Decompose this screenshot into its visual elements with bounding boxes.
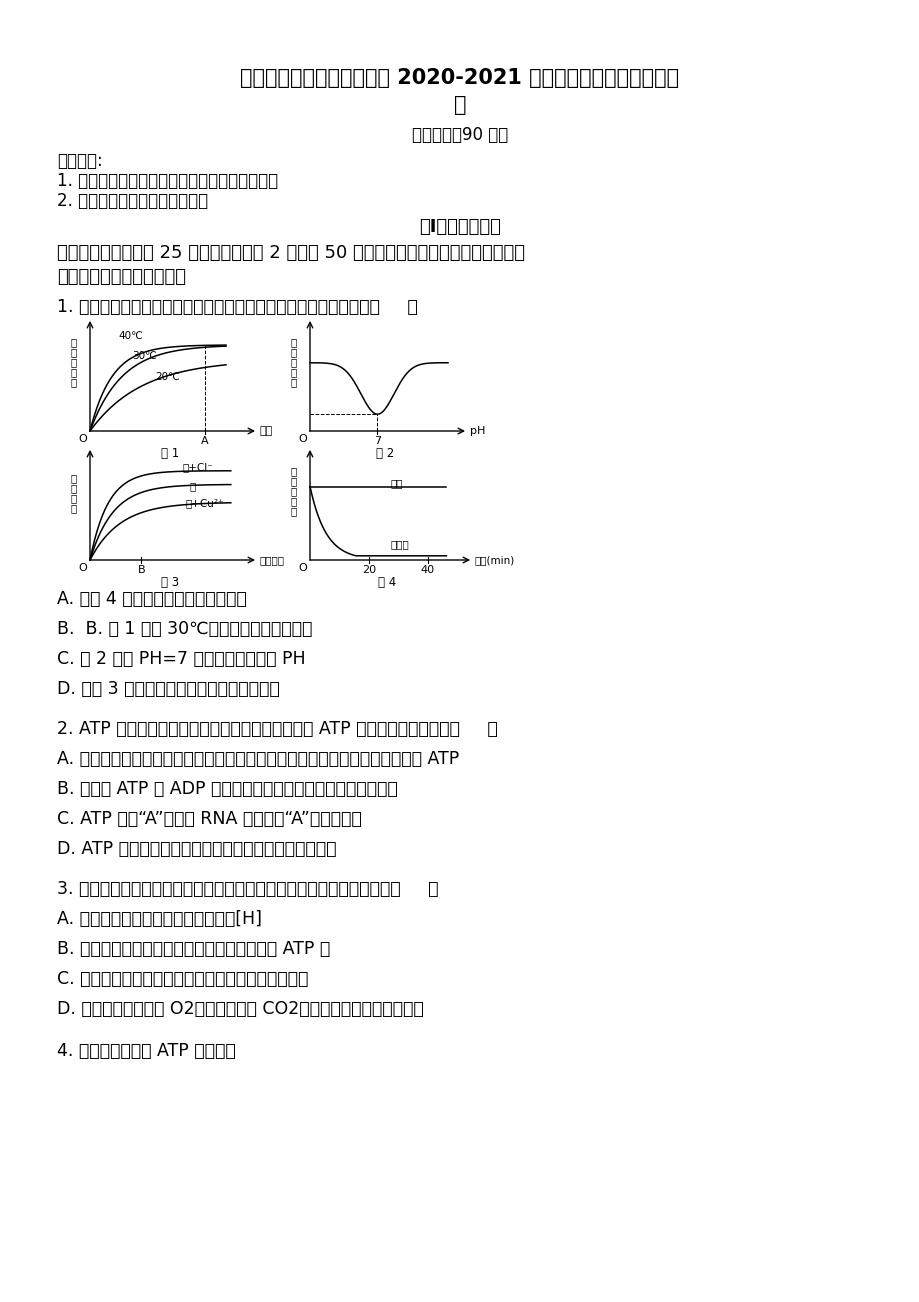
Text: A. 细胞有氧呼吸和无氧呼吸都可产生[H]: A. 细胞有氧呼吸和无氧呼吸都可产生[H] bbox=[57, 910, 262, 928]
Text: B. 细胞呼吸作用释放的能量只有一部分储存在 ATP 中: B. 细胞呼吸作用释放的能量只有一部分储存在 ATP 中 bbox=[57, 940, 330, 958]
Text: 一、选择题：本题共 25 个小题，每小题 2 分。共 50 分，在每小题给出的四个选项中，只: 一、选择题：本题共 25 个小题，每小题 2 分。共 50 分，在每小题给出的四… bbox=[57, 243, 525, 262]
Text: 2. ATP 在生命活动中发挥着重要的作用，下列有关 ATP 的叙述，不正确的是（     ）: 2. ATP 在生命活动中发挥着重要的作用，下列有关 ATP 的叙述，不正确的是… bbox=[57, 720, 497, 738]
Text: 成: 成 bbox=[71, 346, 77, 357]
Text: 物: 物 bbox=[290, 475, 297, 486]
Text: B: B bbox=[137, 565, 145, 575]
Text: 4. 细胞中不能合成 ATP 的部位是: 4. 细胞中不能合成 ATP 的部位是 bbox=[57, 1042, 235, 1060]
Text: A. 由图 4 实验结果可知酶具有专一性: A. 由图 4 实验结果可知酶具有专一性 bbox=[57, 590, 246, 608]
Text: 图 1: 图 1 bbox=[161, 447, 179, 460]
Text: 麦芽糖: 麦芽糖 bbox=[391, 539, 409, 549]
Text: 30℃: 30℃ bbox=[131, 350, 156, 361]
Text: C. 图 2 表明 PH=7 是该酶的最适催化 PH: C. 图 2 表明 PH=7 是该酶的最适催化 PH bbox=[57, 650, 305, 668]
Text: D. 由图 3 实验结果可知氯离子是酶的激活剂: D. 由图 3 实验结果可知氯离子是酶的激活剂 bbox=[57, 680, 279, 698]
Text: 考试时间：90 分钟: 考试时间：90 分钟 bbox=[412, 126, 507, 145]
Text: 质: 质 bbox=[71, 367, 77, 376]
Text: C. 机体在剧烈运动时可通直接分解糖原释放部分能量: C. 机体在剧烈运动时可通直接分解糖原释放部分能量 bbox=[57, 970, 308, 988]
Text: 生: 生 bbox=[71, 337, 77, 346]
Text: 2. 请将答案正确填写在答题卡上: 2. 请将答案正确填写在答题卡上 bbox=[57, 191, 208, 210]
Text: 20℃: 20℃ bbox=[154, 371, 179, 381]
Text: D. 若细胞呼吸消耗的 O2量等于生成的 CO2量，则细胞只进行有氧呼吸: D. 若细胞呼吸消耗的 O2量等于生成的 CO2量，则细胞只进行有氧呼吸 bbox=[57, 1000, 424, 1018]
Text: 40℃: 40℃ bbox=[118, 331, 142, 341]
Text: 底: 底 bbox=[290, 466, 297, 475]
Text: 底: 底 bbox=[290, 337, 297, 346]
Text: 应: 应 bbox=[71, 483, 77, 493]
Text: 第I卷（选择题）: 第I卷（选择题） bbox=[419, 217, 500, 236]
Text: 度: 度 bbox=[71, 503, 77, 513]
Text: 量: 量 bbox=[71, 376, 77, 387]
Text: 20: 20 bbox=[361, 565, 376, 575]
Text: 酶+Cl⁻: 酶+Cl⁻ bbox=[183, 462, 213, 471]
Text: 物: 物 bbox=[290, 346, 297, 357]
Text: 速: 速 bbox=[71, 493, 77, 503]
Text: 图 3: 图 3 bbox=[161, 575, 179, 589]
Text: 图 2: 图 2 bbox=[376, 447, 393, 460]
Text: 底物浓度: 底物浓度 bbox=[260, 555, 285, 565]
Text: A. 人体成熟的红细胞、蛙的红细胞、鸡的红细胞中均能进行的生理活动是合成 ATP: A. 人体成熟的红细胞、蛙的红细胞、鸡的红细胞中均能进行的生理活动是合成 ATP bbox=[57, 750, 459, 768]
Text: A: A bbox=[201, 436, 209, 447]
Text: 7: 7 bbox=[373, 436, 380, 447]
Text: O: O bbox=[78, 562, 87, 573]
Text: 时间(min): 时间(min) bbox=[474, 555, 515, 565]
Text: pH: pH bbox=[470, 426, 485, 436]
Text: D. ATP 是生物体内的直接能源物质，在细胞内含量很少: D. ATP 是生物体内的直接能源物质，在细胞内含量很少 bbox=[57, 840, 336, 858]
Text: 酶+Cu²⁺: 酶+Cu²⁺ bbox=[186, 499, 224, 509]
Text: B. 细胞内 ATP 与 ADP 相互转能量的供应机制，是生物界的共性: B. 细胞内 ATP 与 ADP 相互转能量的供应机制，是生物界的共性 bbox=[57, 780, 397, 798]
Text: 量: 量 bbox=[290, 505, 297, 516]
Text: 反: 反 bbox=[71, 473, 77, 483]
Text: 安徽省淮北市树人高级中学 2020-2021 学年高一生物下学期期中试: 安徽省淮北市树人高级中学 2020-2021 学年高一生物下学期期中试 bbox=[240, 68, 679, 89]
Text: 蔗糖: 蔗糖 bbox=[391, 479, 403, 488]
Text: 图 4: 图 4 bbox=[378, 575, 396, 589]
Text: 量: 量 bbox=[290, 376, 297, 387]
Text: 剩: 剩 bbox=[290, 357, 297, 367]
Text: B.  B. 图 1 表明 30℃是该酶的最适催化温度: B. B. 图 1 表明 30℃是该酶的最适催化温度 bbox=[57, 620, 312, 638]
Text: 剩: 剩 bbox=[290, 486, 297, 496]
Text: 3. 关于人体细胞以葡萄糖为底物进行的细胞呼吸过程的叙述，错误的是（     ）: 3. 关于人体细胞以葡萄糖为底物进行的细胞呼吸过程的叙述，错误的是（ ） bbox=[57, 880, 438, 898]
Text: 40: 40 bbox=[420, 565, 435, 575]
Text: 注意事项:: 注意事项: bbox=[57, 152, 103, 171]
Text: 余: 余 bbox=[290, 496, 297, 505]
Text: 1. 用某种酶进行有关实验的结果如图所示，下列有关说法错误的是（     ）: 1. 用某种酶进行有关实验的结果如图所示，下列有关说法错误的是（ ） bbox=[57, 298, 417, 316]
Text: 物: 物 bbox=[71, 357, 77, 367]
Text: 时间: 时间 bbox=[260, 426, 273, 436]
Text: 酶: 酶 bbox=[189, 480, 195, 491]
Text: 1. 答题前填写好自己的姓名、班级、考号等信息: 1. 答题前填写好自己的姓名、班级、考号等信息 bbox=[57, 172, 278, 190]
Text: O: O bbox=[299, 562, 307, 573]
Text: 有一项是符合题目要求的。: 有一项是符合题目要求的。 bbox=[57, 268, 186, 286]
Text: O: O bbox=[78, 434, 87, 444]
Text: O: O bbox=[299, 434, 307, 444]
Text: 题: 题 bbox=[453, 95, 466, 115]
Text: 余: 余 bbox=[290, 367, 297, 376]
Text: C. ATP 中的“A”与构成 RNA 中的碱基“A”是同一物质: C. ATP 中的“A”与构成 RNA 中的碱基“A”是同一物质 bbox=[57, 810, 361, 828]
